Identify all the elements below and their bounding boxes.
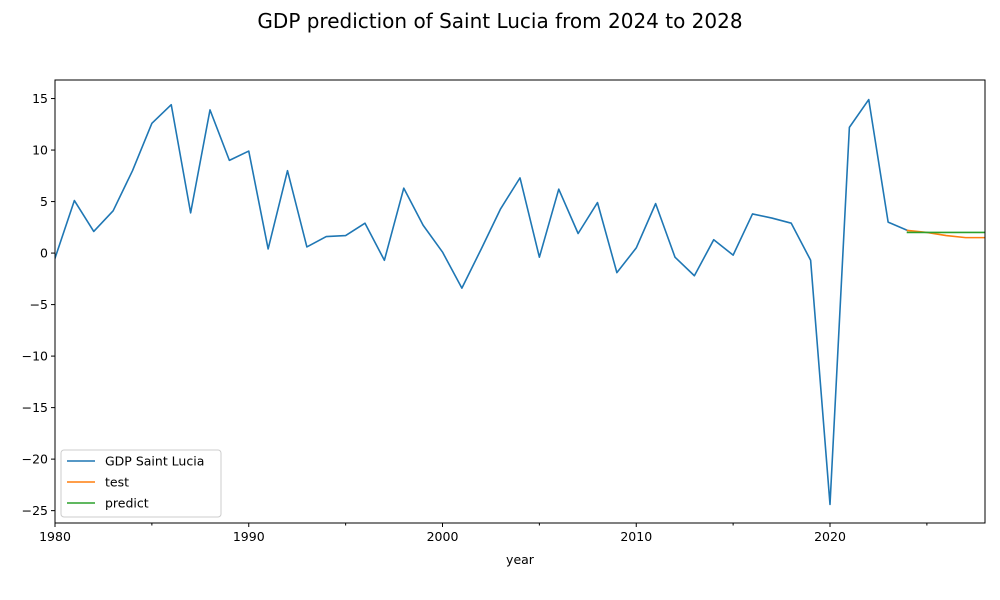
x-tick-label: 1980: [39, 529, 71, 544]
series-line-0: [55, 98, 909, 506]
legend-label-1: test: [105, 475, 129, 490]
y-tick-label: −20: [22, 452, 48, 467]
y-tick-label: 10: [32, 143, 48, 158]
x-axis-label: year: [506, 552, 535, 567]
series-layer: [55, 98, 985, 506]
legend-label-2: predict: [105, 496, 149, 511]
series-line-1: [906, 229, 985, 239]
chart-title: GDP prediction of Saint Lucia from 2024 …: [257, 9, 742, 33]
legend-box: [60, 449, 222, 518]
x-tick-label: 2000: [427, 529, 459, 544]
y-tick-label: −15: [22, 400, 48, 415]
y-tick-label: −10: [22, 349, 48, 364]
y-tick-label: 15: [32, 91, 48, 106]
y-tick-label: −25: [22, 503, 48, 518]
y-tick-label: −5: [30, 297, 48, 312]
y-tick-label: 5: [40, 194, 48, 209]
y-tick-label: 0: [40, 246, 48, 261]
x-tick-label: 1990: [233, 529, 265, 544]
x-axis: 1980 1990 2000 2010 2020: [39, 523, 928, 544]
plot-frame: [54, 79, 986, 524]
y-axis: −25 −20 −15 −10 −5 0 5 10 15: [22, 91, 55, 518]
x-tick-label: 2010: [620, 529, 652, 544]
legend: GDP Saint Lucia test predict: [60, 449, 222, 518]
x-tick-label: 2020: [814, 529, 846, 544]
legend-label-0: GDP Saint Lucia: [105, 454, 204, 469]
